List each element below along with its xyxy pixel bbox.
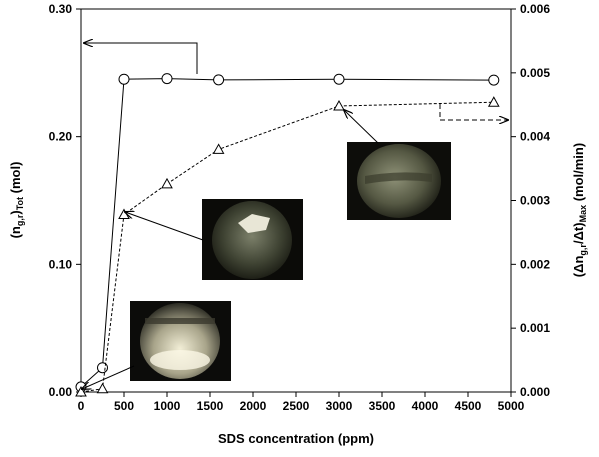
photo-500ppm [202, 199, 303, 280]
series-2-point [487, 96, 500, 107]
x-tick-label: 0 [78, 399, 85, 413]
x-tick-label: 1500 [197, 399, 224, 413]
series-1-point [161, 73, 173, 85]
x-tick-label: 3500 [369, 399, 396, 413]
y-left-tick-label: 0.30 [49, 2, 73, 16]
y-right-tick-label: 0.000 [520, 385, 550, 399]
photo-500ppm-arrow [125, 212, 204, 241]
y-right-tick-label: 0.002 [520, 257, 550, 271]
y-axis-right: 0.000 0.001 0.002 0.003 0.004 0.005 0.006 [511, 2, 550, 399]
x-tick-label: 2500 [283, 399, 310, 413]
x-axis: 0 500 1000 1500 2000 2500 3000 3500 4000 4500 5000 [78, 392, 525, 413]
right-axis-arrow [439, 104, 508, 120]
x-tick-label: 1000 [154, 399, 181, 413]
x-tick-label: 3000 [326, 399, 353, 413]
series-2-point [333, 99, 345, 111]
series-2-point [118, 208, 130, 220]
left-axis-arrow [84, 43, 198, 74]
series-2-point [161, 177, 173, 189]
y-right-tick-label: 0.005 [520, 66, 550, 80]
photo-3000ppm [347, 142, 451, 220]
photo-250ppm-arrow [82, 365, 135, 389]
y-right-tick-label: 0.001 [520, 321, 550, 335]
x-tick-label: 5000 [498, 399, 525, 413]
x-tick-label: 4000 [412, 399, 439, 413]
photo-250ppm [130, 301, 231, 381]
series-1-point [118, 73, 130, 85]
y-axis-left-title: (ng,r)Tot (mol) [8, 162, 25, 239]
y-left-tick-label: 0.10 [49, 257, 73, 271]
y-axis-right-title: (Δng,r/Δt)Max (mol/min) [571, 143, 588, 277]
series-2-point [212, 143, 225, 154]
series-2-point [75, 385, 87, 397]
x-tick-label: 500 [114, 399, 134, 413]
y-left-tick-label: 0.20 [49, 130, 73, 144]
x-axis-title: SDS concentration (ppm) [218, 431, 374, 446]
series-2-point [96, 382, 109, 394]
x-tick-label: 2000 [240, 399, 267, 413]
y-right-tick-label: 0.003 [520, 194, 550, 208]
photo-3000ppm-arrow [344, 110, 379, 144]
x-tick-label: 4500 [455, 399, 482, 413]
y-axis-left: 0.00 0.10 0.20 0.30 [49, 2, 81, 399]
y-right-tick-label: 0.006 [520, 2, 550, 16]
y-left-tick-label: 0.00 [49, 385, 73, 399]
series-1-point [488, 74, 500, 86]
series-1-point [333, 73, 345, 85]
series-1-point [213, 74, 225, 86]
y-right-tick-label: 0.004 [520, 130, 550, 144]
